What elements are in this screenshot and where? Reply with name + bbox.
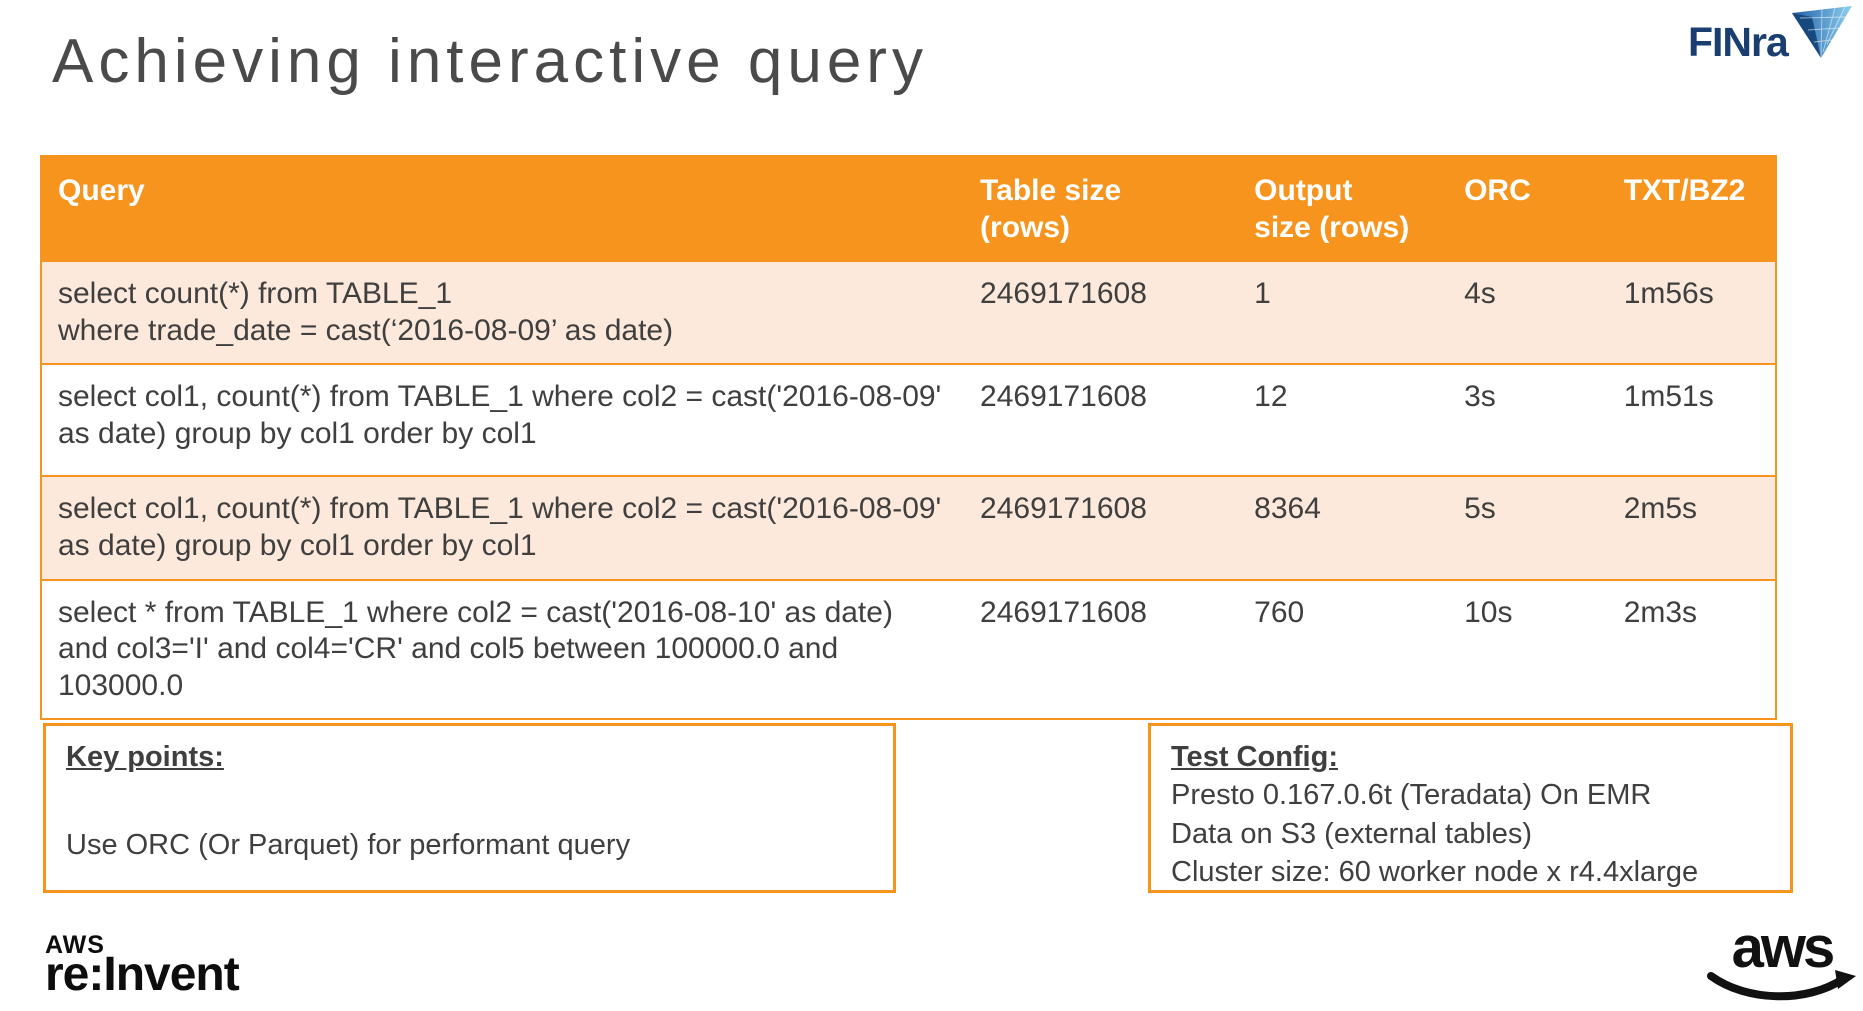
table-row: select count(*) from TABLE_1 where trade… (41, 260, 1776, 365)
aws-smile-icon (1707, 970, 1856, 1001)
page-title: Achieving interactive query (52, 27, 928, 96)
reinvent-logo-main-text: re:Invent (45, 948, 240, 1001)
key-points-box: Key points: Use ORC (Or Parquet) for per… (43, 723, 896, 893)
finra-wordmark: FINra (1688, 19, 1789, 65)
table-size-cell: 2469171608 (964, 578, 1239, 720)
column-header-txt-bz2: TXT/BZ2 (1607, 154, 1776, 262)
table-row: select col1, count(*) from TABLE_1 where… (41, 363, 1776, 477)
txt-bz2-cell: 2m3s (1607, 578, 1776, 720)
orc-cell: 10s (1448, 578, 1608, 720)
orc-cell: 4s (1448, 260, 1608, 365)
test-config-body: Presto 0.167.0.6t (Teradata) On EMR Data… (1171, 779, 1699, 888)
txt-bz2-cell: 1m51s (1607, 363, 1776, 477)
key-points-heading: Key points: (66, 741, 224, 773)
query-results-table: Query Table size (rows) Output size (row… (40, 154, 1777, 721)
key-points-body: Use ORC (Or Parquet) for performant quer… (66, 829, 631, 862)
table-size-cell: 2469171608 (964, 475, 1239, 580)
output-size-cell: 760 (1238, 578, 1449, 720)
txt-bz2-cell: 1m56s (1607, 260, 1776, 365)
query-cell: select count(*) from TABLE_1 where trade… (41, 260, 965, 365)
finra-flag-icon (1791, 6, 1852, 59)
test-config-heading: Test Config: (1171, 741, 1338, 773)
column-header-table-size: Table size (rows) (964, 154, 1239, 262)
query-cell: select col1, count(*) from TABLE_1 where… (41, 475, 965, 580)
orc-cell: 5s (1448, 475, 1608, 580)
table-header-row: Query Table size (rows) Output size (row… (41, 154, 1776, 262)
query-cell: select * from TABLE_1 where col2 = cast(… (41, 578, 965, 720)
query-cell: select col1, count(*) from TABLE_1 where… (41, 363, 965, 477)
table-size-cell: 2469171608 (964, 363, 1239, 477)
output-size-cell: 8364 (1238, 475, 1449, 580)
column-header-output-size: Output size (rows) (1238, 154, 1449, 262)
column-header-query: Query (41, 154, 965, 262)
output-size-cell: 12 (1238, 363, 1449, 477)
table-row: select * from TABLE_1 where col2 = cast(… (41, 578, 1776, 720)
txt-bz2-cell: 2m5s (1607, 475, 1776, 580)
column-header-orc: ORC (1448, 154, 1608, 262)
reinvent-logo: AWS re:Invent (45, 931, 240, 1001)
table-size-cell: 2469171608 (964, 260, 1239, 365)
aws-logo-text: aws (1731, 915, 1836, 980)
test-config-box: Test Config: Presto 0.167.0.6t (Teradata… (1148, 723, 1793, 893)
reinvent-logo-aws-text: AWS (45, 931, 105, 959)
aws-logo: aws (1702, 915, 1862, 1006)
table-row: select col1, count(*) from TABLE_1 where… (41, 475, 1776, 580)
output-size-cell: 1 (1238, 260, 1449, 365)
orc-cell: 3s (1448, 363, 1608, 477)
finra-logo: FINra (1688, 6, 1854, 63)
